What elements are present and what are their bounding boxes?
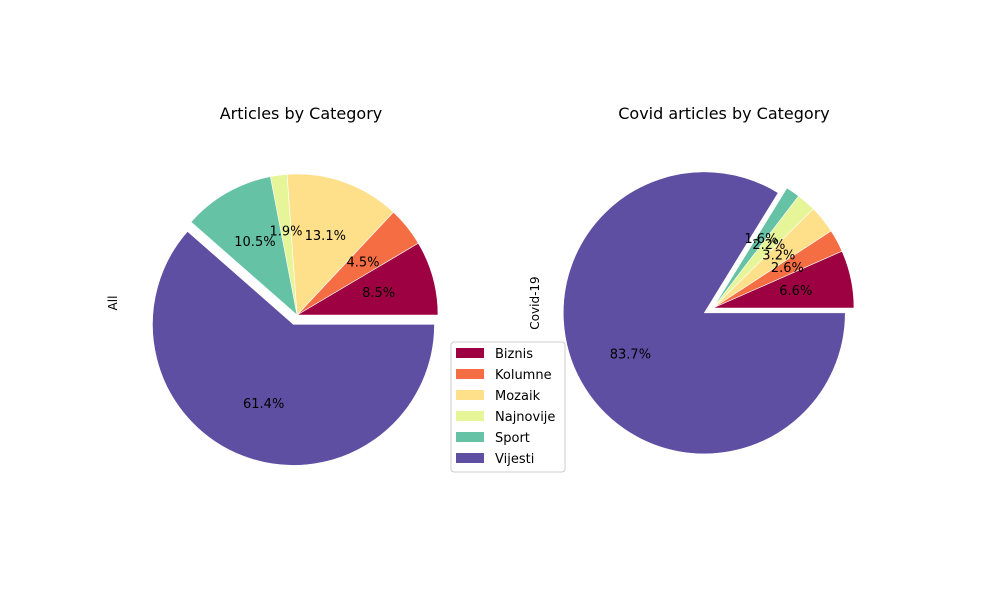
legend-swatch-mozaik [456, 390, 484, 400]
legend-items: Biznis Kolumne Mozaik Najnovije Sport Vijesti [456, 347, 555, 467]
pie-chart-all: Articles by Category All 8.5% 4.5%13.1%1.… [106, 104, 439, 466]
legend-label-mozaik: Mozaik [495, 389, 541, 404]
percent-label-mozaik: 13.1% [305, 229, 346, 244]
y-axis-label: Covid-19 [528, 276, 542, 329]
percent-label-biznis: 6.6% [779, 284, 812, 299]
legend-label-sport: Sport [495, 431, 530, 446]
pie-slice-mozaik [286, 173, 394, 316]
slices-group [152, 173, 439, 466]
percent-label-vijesti: 83.7% [610, 348, 651, 363]
legend-label-kolumne: Kolumne [495, 368, 552, 383]
legend-swatch-kolumne [456, 369, 484, 379]
legend-label-vijesti: Vijesti [495, 452, 534, 467]
percent-label-kolumne: 2.6% [771, 261, 804, 276]
legend: Biznis Kolumne Mozaik Najnovije Sport Vijesti [450, 341, 566, 473]
pie-slice-vijesti [152, 230, 435, 466]
percent-label-mozaik: 3.2% [762, 248, 795, 263]
chart-title: Covid articles by Category [618, 104, 830, 123]
slices-group [563, 171, 855, 455]
percent-label-vijesti: 61.4% [243, 397, 284, 412]
legend-label-biznis: Biznis [495, 347, 533, 362]
pie-slice-sport [190, 176, 298, 316]
pie-slice-vijesti [563, 171, 846, 455]
pie-chart-covid: Covid articles by Category Covid-19 6.6%… [528, 104, 855, 455]
percent-labels-group: 8.5% 4.5%13.1%1.9%10.5% 61.4% [234, 225, 395, 412]
percent-labels-group: 6.6% 2.6%3.2%2.2%1.6% 83.7% [610, 232, 813, 363]
legend-label-najnovije: Najnovije [495, 410, 555, 425]
percent-label-sport: 1.6% [744, 232, 777, 247]
percent-label-najnovije: 2.2% [752, 238, 785, 253]
percent-label-sport: 10.5% [234, 235, 275, 250]
percent-label-kolumne: 4.5% [346, 256, 379, 271]
legend-swatch-najnovije [456, 411, 484, 421]
y-axis-label: All [106, 296, 120, 311]
pie-slice-sport [712, 187, 800, 309]
legend-swatch-sport [456, 432, 484, 442]
legend-swatch-vijesti [456, 453, 484, 463]
chart-title: Articles by Category [220, 104, 383, 123]
percent-label-biznis: 8.5% [362, 286, 395, 301]
percent-label-najnovije: 1.9% [269, 225, 302, 240]
legend-swatch-biznis [456, 348, 484, 358]
